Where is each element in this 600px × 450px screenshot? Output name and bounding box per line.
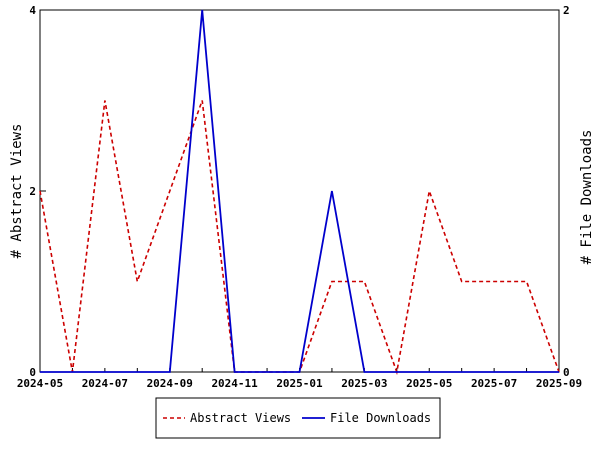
x-tick-label: 2025-03 [341,377,387,390]
right-y-tick-label: 2 [563,4,570,17]
x-tick-label: 2025-05 [406,377,452,390]
legend: Abstract Views File Downloads [155,397,441,439]
left-y-tick-label: 0 [29,366,36,379]
x-tick-label: 2025-09 [536,377,582,390]
x-tick-label: 2024-05 [17,377,63,390]
x-tick-label: 2025-01 [276,377,323,390]
series-layer [39,9,560,376]
legend-box [155,397,441,439]
left-y-tick-label: 2 [29,185,36,198]
legend-label-file-downloads: File Downloads [330,411,431,425]
left-y-tick-label: 4 [29,4,36,17]
legend-label-abstract-views: Abstract Views [190,411,291,425]
x-tick-label: 2024-11 [211,377,258,390]
x-tick-label: 2024-09 [147,377,193,390]
left-axis-title: # Abstract Views [9,124,25,259]
x-tick-label: 2025-07 [471,377,517,390]
right-y-tick-label: 0 [563,366,570,379]
x-tick-label: 2024-07 [82,377,128,390]
right-axis-title: # File Downloads [579,130,595,265]
